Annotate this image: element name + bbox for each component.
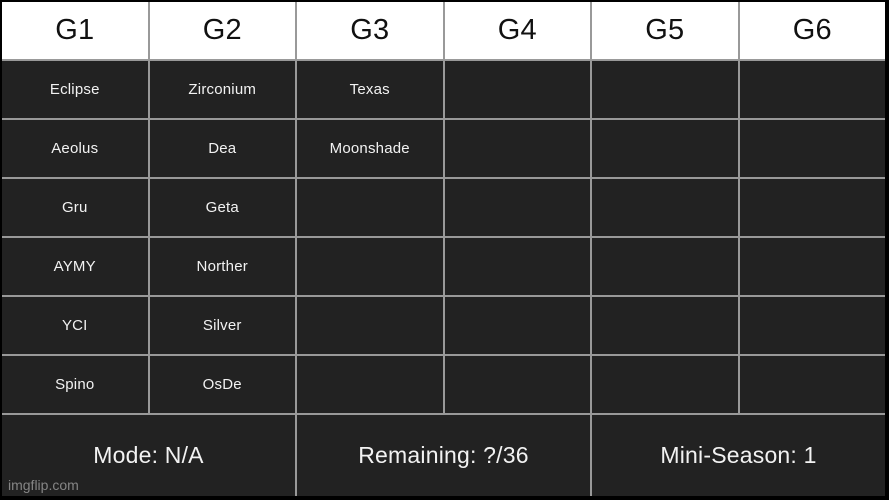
table-cell: AYMY: [2, 238, 148, 295]
table-cell: [739, 356, 885, 413]
table-cell: Dea: [149, 120, 295, 177]
table-cell: OsDe: [149, 356, 295, 413]
table-cell: [592, 61, 738, 118]
table-cell: YCI: [2, 297, 148, 354]
table-cell: [739, 297, 885, 354]
column-header: G3: [297, 2, 443, 59]
column-header: G1: [2, 2, 148, 59]
footer-cell: Mode: N/A: [2, 415, 295, 496]
table-cell: Aeolus: [2, 120, 148, 177]
table-cell: [592, 238, 738, 295]
table-cell: Silver: [149, 297, 295, 354]
table-cell: [297, 356, 443, 413]
table-cell: Geta: [149, 179, 295, 236]
table-cell: [444, 61, 590, 118]
table-cell: [297, 297, 443, 354]
table-cell: Spino: [2, 356, 148, 413]
table-cell: [297, 238, 443, 295]
column-header: G5: [592, 2, 738, 59]
footer-cell: Remaining: ?/36: [297, 415, 590, 496]
table-cell: Moonshade: [297, 120, 443, 177]
column-header: G4: [444, 2, 590, 59]
table-cell: [297, 179, 443, 236]
table-cell: [444, 179, 590, 236]
table-cell: [592, 297, 738, 354]
table-cell: Gru: [2, 179, 148, 236]
footer-cell: Mini-Season: 1: [592, 415, 885, 496]
table-cell: [444, 297, 590, 354]
table-cell: Norther: [149, 238, 295, 295]
table-cell: [592, 356, 738, 413]
table-cell: [444, 238, 590, 295]
table-cell: [739, 179, 885, 236]
table-cell: [739, 120, 885, 177]
table-cell: Texas: [297, 61, 443, 118]
table-cell: [444, 120, 590, 177]
table-cell: Eclipse: [2, 61, 148, 118]
table-cell: [444, 356, 590, 413]
table-cell: [739, 238, 885, 295]
table-cell: [592, 120, 738, 177]
column-header: G6: [739, 2, 885, 59]
table-cell: [739, 61, 885, 118]
table-cell: Zirconium: [149, 61, 295, 118]
table-cell: [592, 179, 738, 236]
column-header: G2: [149, 2, 295, 59]
